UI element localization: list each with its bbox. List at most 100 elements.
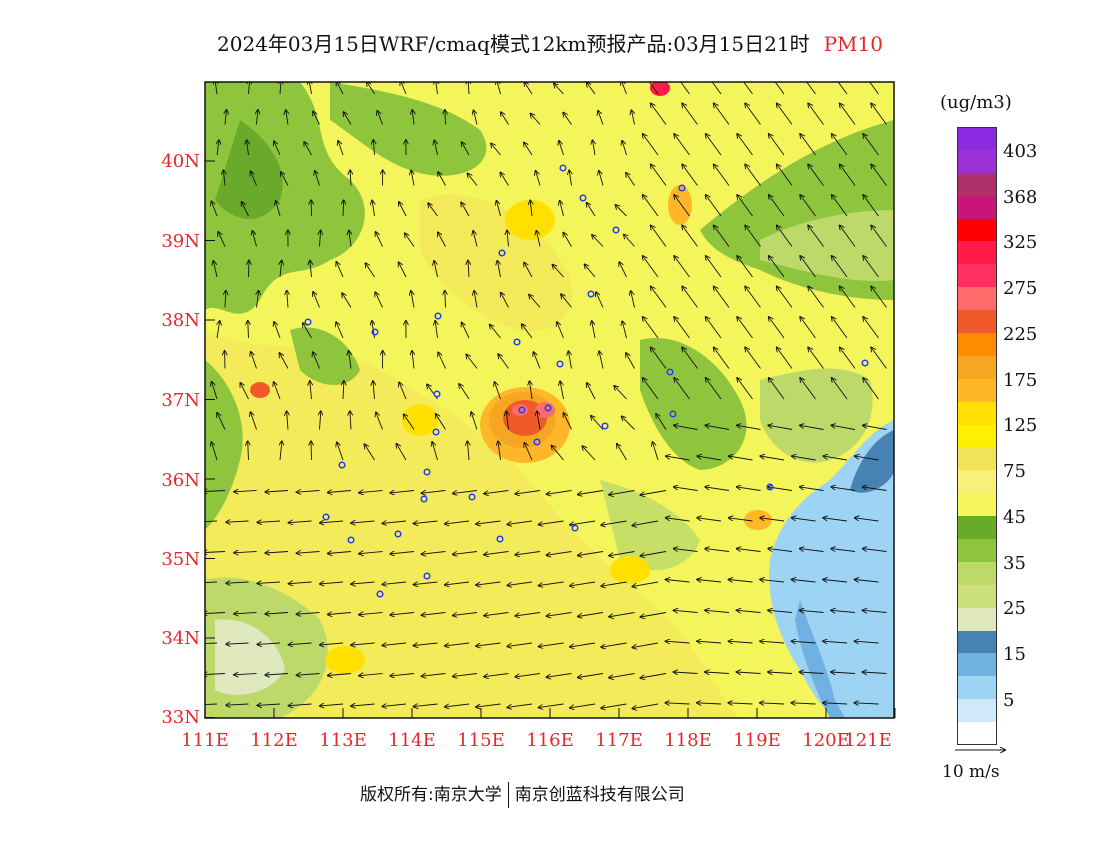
wind-vector xyxy=(666,641,690,643)
wind-vector xyxy=(205,491,226,492)
wind-vector xyxy=(619,262,627,278)
wind-vector xyxy=(320,521,344,523)
colorbar-swatch xyxy=(957,676,997,700)
wind-vector xyxy=(863,195,879,217)
wind-vector xyxy=(390,491,415,493)
wind-vector xyxy=(863,610,887,612)
wind-vector xyxy=(226,643,249,644)
wind-vector xyxy=(863,256,879,278)
wind-vector xyxy=(252,231,257,247)
wind-vector xyxy=(249,261,250,278)
wind-vector xyxy=(524,263,533,278)
city-marker xyxy=(766,483,774,491)
lon-label-121e: 121E xyxy=(844,730,892,751)
copyright-text: 版权所有:南京大学 xyxy=(360,785,502,805)
wind-vector xyxy=(769,195,785,217)
wind-vector xyxy=(674,256,690,278)
wind-vector xyxy=(760,641,785,643)
lon-label-111e: 111E xyxy=(181,730,229,751)
wind-vector xyxy=(855,703,879,704)
colorbar-swatch xyxy=(957,607,997,631)
colorbar-swatch xyxy=(957,561,997,585)
wind-vector xyxy=(705,610,730,612)
wind-vector xyxy=(547,490,572,495)
wind-vector xyxy=(289,582,312,584)
wind-vector xyxy=(729,518,753,522)
colorbar-swatch xyxy=(957,127,997,150)
colorbar-swatch xyxy=(957,470,997,494)
wind-vector xyxy=(863,672,887,674)
wind-vector xyxy=(313,292,320,308)
wind-vector xyxy=(366,263,375,278)
wind-vector xyxy=(211,442,218,461)
wind-vector xyxy=(743,82,753,95)
lat-label-33n: 33N xyxy=(161,707,200,728)
wind-vector xyxy=(257,110,258,125)
wind-vector xyxy=(359,674,383,676)
wind-vector xyxy=(372,201,374,217)
wind-vector xyxy=(800,672,824,674)
wind-vector xyxy=(205,674,226,675)
wind-vector xyxy=(640,612,667,618)
lon-label-119e: 119E xyxy=(733,730,781,751)
wind-vector xyxy=(674,425,698,430)
city-marker xyxy=(612,226,620,234)
city-marker xyxy=(420,495,428,503)
wind-vector xyxy=(217,140,219,156)
wind-vector xyxy=(808,287,824,308)
wind-vector xyxy=(554,84,564,95)
wind-vector xyxy=(344,112,352,125)
wind-vector xyxy=(373,140,374,156)
wind-vector xyxy=(706,317,722,339)
title-main: 2024年03月15日WRF/cmaq模式12km预报产品:03月15日21时 xyxy=(217,32,810,56)
wind-vector xyxy=(871,287,887,308)
wind-vector xyxy=(515,673,541,677)
wind-vector xyxy=(359,552,383,554)
wind-vector xyxy=(515,612,541,616)
wind-vector xyxy=(547,551,572,556)
city-marker xyxy=(533,438,541,446)
wind-vector xyxy=(414,582,438,585)
wind-vector xyxy=(768,672,793,674)
wind-vector xyxy=(377,111,383,125)
wind-vector xyxy=(800,317,816,339)
wind-vector xyxy=(855,641,879,643)
wind-vector xyxy=(705,487,730,491)
wind-vector xyxy=(328,491,352,493)
wind-vector xyxy=(218,232,226,247)
wind-vector xyxy=(871,165,887,186)
wind-vector xyxy=(350,411,351,430)
wind-vector xyxy=(871,104,887,125)
wind-vector xyxy=(205,703,218,705)
wind-vector xyxy=(737,487,761,491)
wind-vector xyxy=(484,551,509,555)
wind-vector xyxy=(438,353,446,369)
wind-vector xyxy=(438,172,446,186)
colorbar-label-5: 5 xyxy=(1003,690,1015,711)
colorbar-label-15: 15 xyxy=(1003,644,1026,665)
wind-vector xyxy=(626,173,635,186)
wind-vector xyxy=(711,82,722,95)
wind-vector xyxy=(643,134,659,156)
wind-vector xyxy=(515,490,541,494)
wind-vector xyxy=(714,348,730,369)
wind-vector xyxy=(745,226,761,247)
wind-vector xyxy=(596,292,604,308)
lon-label-120e: 120E xyxy=(802,730,850,751)
wind-vector xyxy=(251,171,257,186)
wind-vector xyxy=(568,351,572,369)
wind-vector xyxy=(373,381,375,400)
wind-vector xyxy=(404,414,415,430)
colorbar-swatch xyxy=(957,630,997,654)
wind-vector xyxy=(800,549,824,552)
wind-vector xyxy=(622,321,627,339)
wind-vector xyxy=(674,134,690,156)
wind-vector xyxy=(466,355,478,369)
colorbar-swatch xyxy=(957,424,997,448)
city-marker xyxy=(434,312,442,320)
wind-vector xyxy=(585,264,596,278)
wind-vector xyxy=(560,381,564,400)
colorbar-label-75: 75 xyxy=(1003,461,1026,482)
wind-vector xyxy=(855,580,879,583)
wind-vector xyxy=(840,226,856,247)
